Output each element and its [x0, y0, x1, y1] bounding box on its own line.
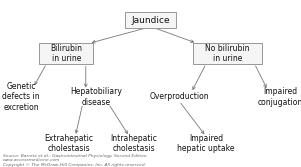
Text: Overproduction: Overproduction — [149, 92, 209, 101]
FancyBboxPatch shape — [193, 43, 262, 64]
Text: Genetic
defects in
excretion: Genetic defects in excretion — [2, 82, 40, 112]
Text: No bilirubin
in urine: No bilirubin in urine — [205, 44, 250, 63]
Text: Source: Barrets et al.: Gastrointestinal Physiology, Second Edition.
www.accessm: Source: Barrets et al.: Gastrointestinal… — [3, 154, 148, 167]
FancyBboxPatch shape — [125, 12, 176, 28]
Text: Bilirubin
in urine: Bilirubin in urine — [50, 44, 82, 63]
Text: Impaired
conjugation: Impaired conjugation — [257, 87, 301, 107]
Text: Hepatobiliary
disease: Hepatobiliary disease — [70, 87, 122, 107]
Text: Impaired
hepatic uptake: Impaired hepatic uptake — [177, 134, 235, 153]
Text: Extrahepatic
cholestasis: Extrahepatic cholestasis — [45, 134, 94, 153]
Text: Intrahepatic
cholestasis: Intrahepatic cholestasis — [110, 134, 157, 153]
Text: Jaundice: Jaundice — [131, 16, 170, 25]
FancyBboxPatch shape — [39, 43, 93, 64]
